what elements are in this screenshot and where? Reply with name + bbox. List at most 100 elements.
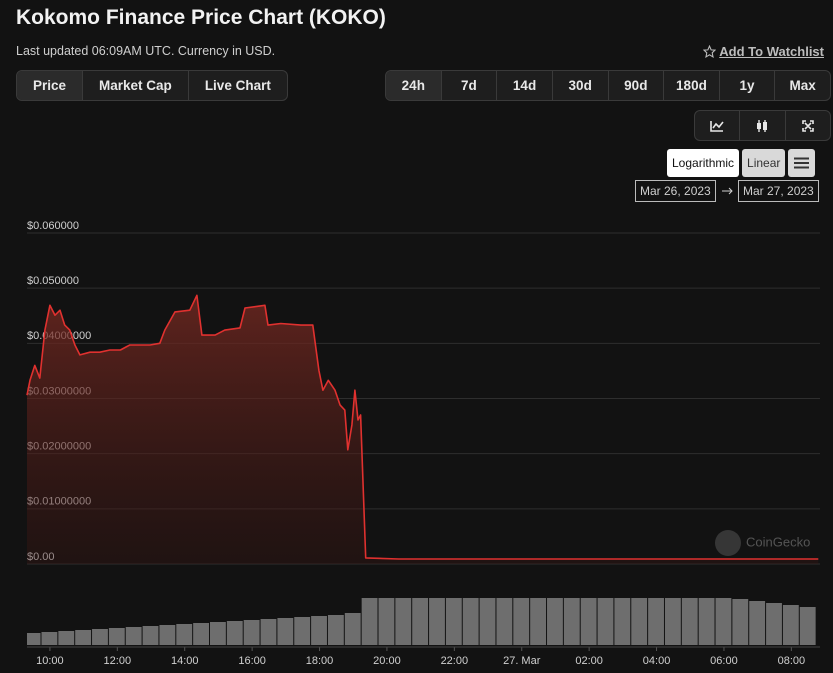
volume-bar (782, 605, 799, 645)
x-tick-label: 27. Mar (503, 655, 541, 667)
x-tick-label: 14:00 (171, 655, 199, 667)
volume-bar (176, 624, 193, 645)
x-tick-label: 06:00 (710, 655, 738, 667)
volume-bar (361, 598, 378, 645)
volume-bar (597, 598, 614, 645)
range-button[interactable]: 1y (718, 71, 775, 100)
volume-bar (327, 615, 344, 645)
volume-bar (462, 598, 479, 645)
volume-bar (108, 628, 125, 645)
watchlist-text[interactable]: Add To Watchlist (719, 44, 824, 59)
volume-bar (311, 616, 327, 645)
range-button[interactable]: Max (774, 71, 830, 100)
watermark-logo (715, 530, 741, 556)
tab[interactable]: Price (17, 71, 83, 100)
x-tick-label: 10:00 (36, 655, 64, 667)
x-tick-label: 12:00 (104, 655, 132, 667)
x-tick-label: 02:00 (575, 655, 603, 667)
price-area (27, 295, 819, 564)
volume-bar (159, 625, 176, 645)
volume-bar (378, 598, 395, 645)
watermark: CoinGecko (715, 530, 810, 556)
date-from[interactable]: Mar 26, 2023 (635, 180, 716, 202)
range-button[interactable]: 30d (551, 71, 608, 100)
volume-bar (412, 598, 429, 645)
volume-bar (58, 631, 75, 645)
volume-bar (41, 632, 58, 645)
fullscreen-icon (802, 119, 814, 132)
volume-bar (648, 598, 664, 645)
volume-bar (125, 627, 142, 645)
y-tick-label: $0.050000 (27, 275, 79, 287)
x-tick-label: 20:00 (373, 655, 401, 667)
volume-bar (614, 598, 631, 645)
volume-bar (563, 598, 580, 645)
scale-button[interactable]: Logarithmic (667, 149, 740, 177)
x-tick-label: 16:00 (238, 655, 266, 667)
volume-bar (732, 599, 749, 645)
volume-bar (142, 626, 159, 645)
fullscreen-button[interactable] (784, 111, 830, 140)
volume-bar (344, 613, 361, 645)
tab-group: Price Market Cap Live Chart (16, 70, 288, 101)
range-button[interactable]: 14d (496, 71, 552, 100)
volume-bar (799, 607, 816, 645)
range-group: 24h 7d 14d 30d 90d 180d 1y Max (385, 70, 831, 101)
volume-bar (698, 598, 715, 645)
x-tick-label: 08:00 (778, 655, 806, 667)
scale-button[interactable]: Linear (742, 149, 786, 177)
volume-bar (547, 598, 563, 645)
watchlist-link[interactable]: Add To Watchlist (703, 44, 824, 59)
range-button[interactable]: 24h (386, 71, 441, 100)
volume-bar (513, 598, 530, 645)
date-arrow (722, 187, 733, 195)
candle-icon (757, 119, 768, 132)
date-to[interactable]: Mar 27, 2023 (738, 180, 819, 202)
tab[interactable]: Market Cap (82, 71, 188, 100)
range-button[interactable]: 90d (607, 71, 664, 100)
chart-type-group (694, 110, 831, 141)
volume-bar (715, 598, 732, 645)
volume-bar (580, 598, 597, 645)
range-button[interactable]: 7d (440, 71, 497, 100)
x-tick-label: 18:00 (306, 655, 334, 667)
x-tick-label: 04:00 (643, 655, 671, 667)
volume-bar (479, 598, 496, 645)
volume-bar (496, 598, 513, 645)
x-tick-label: 22:00 (441, 655, 469, 667)
volume-bar (210, 622, 226, 645)
line-chart-button[interactable] (695, 111, 739, 140)
volume-bar (92, 629, 108, 645)
volume-bar (445, 598, 462, 645)
star-icon (703, 45, 717, 58)
volume-bar (277, 618, 294, 645)
volume-bar (664, 598, 681, 645)
candle-chart-button[interactable] (739, 111, 784, 140)
watermark-text: CoinGecko (746, 534, 810, 549)
volume-bar (260, 619, 277, 645)
page-title: Kokomo Finance Price Chart (KOKO) (16, 6, 386, 29)
volume-bar (749, 601, 766, 645)
volume-bar (681, 598, 698, 645)
volume-bar (766, 603, 782, 645)
volume-bar (530, 598, 547, 645)
last-updated: Last updated 06:09AM UTC. Currency in US… (16, 44, 276, 58)
volume-bar (395, 598, 412, 645)
range-button[interactable]: 180d (663, 71, 719, 100)
volume-bar (294, 617, 311, 645)
volume-bar (631, 598, 648, 645)
line-icon (710, 120, 724, 132)
y-tick-label: $0.060000 (27, 220, 79, 232)
volume-bar (193, 623, 209, 645)
volume-bar (75, 630, 92, 645)
volume-bar (243, 620, 260, 645)
volume-bar (429, 598, 445, 645)
tab[interactable]: Live Chart (187, 71, 287, 100)
volume-bar (226, 621, 243, 645)
price-line (26, 294, 819, 560)
volume-bar (27, 633, 41, 645)
scale-group: Logarithmic Linear (667, 149, 816, 177)
menu-button[interactable] (788, 149, 816, 177)
